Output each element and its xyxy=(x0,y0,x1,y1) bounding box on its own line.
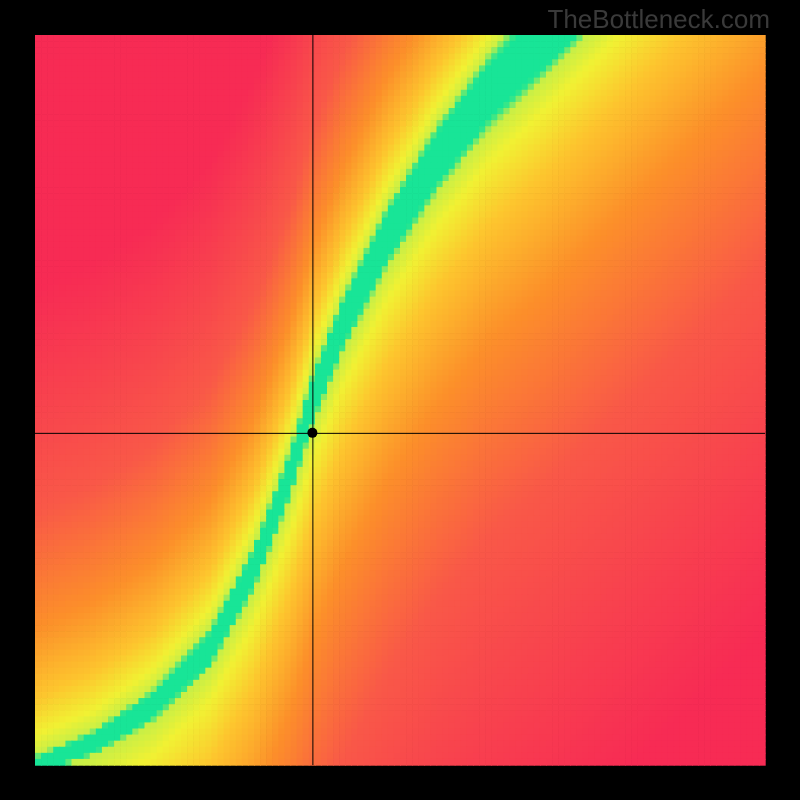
heatmap-canvas xyxy=(0,0,800,800)
watermark-text: TheBottleneck.com xyxy=(547,4,770,35)
